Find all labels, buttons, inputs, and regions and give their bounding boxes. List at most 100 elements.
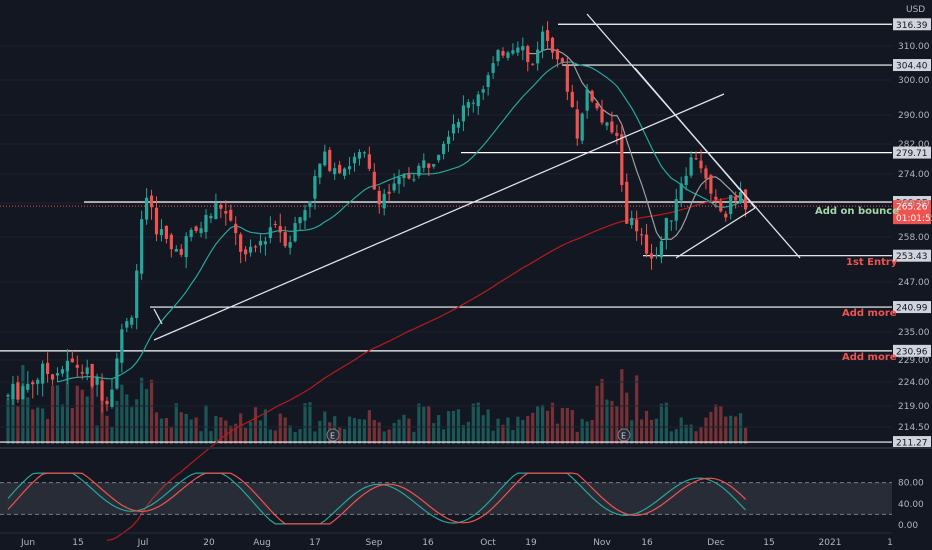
- candle-body: [422, 160, 426, 168]
- candle-body: [258, 240, 263, 246]
- candle-body: [333, 168, 337, 175]
- x-axis-tick-label: Jul: [137, 538, 149, 548]
- stochastic-panel: [0, 472, 892, 525]
- volume-bar: [694, 431, 698, 444]
- volume-bar: [709, 411, 713, 444]
- candle-body: [461, 105, 465, 122]
- volume-bar: [179, 412, 183, 444]
- candle-body: [70, 358, 74, 363]
- candle-body: [743, 189, 748, 210]
- volume-bar: [189, 419, 193, 444]
- volume-bar: [714, 404, 718, 444]
- candle-body: [600, 108, 604, 123]
- candle-body: [352, 156, 357, 164]
- candle-body: [85, 367, 89, 375]
- moving-averages: [57, 48, 746, 541]
- stoch-k-line: [7, 472, 747, 525]
- earnings-marker: E: [326, 428, 340, 442]
- volume-bar: [377, 422, 381, 444]
- candle-body: [105, 400, 109, 405]
- volume-bar: [149, 379, 154, 444]
- candle-body: [239, 234, 243, 252]
- candle-body: [491, 63, 495, 73]
- volume-bar: [442, 429, 446, 444]
- support-resistance-lines: 316.39304.40279.71266.27253.43240.99230.…: [0, 18, 932, 449]
- annotation-label: 1st Entry: [846, 257, 898, 268]
- volume-bar: [704, 417, 708, 444]
- price-axis-tick-label: 229.00: [898, 356, 930, 366]
- candle-body: [501, 50, 505, 56]
- candle-body: [115, 358, 119, 389]
- volume-bar: [65, 369, 69, 444]
- candle-body: [65, 360, 69, 372]
- x-axis-tick-label: Oct: [480, 538, 496, 548]
- volume-bar: [11, 392, 15, 444]
- candle-body: [149, 195, 154, 208]
- volume-bar: [174, 403, 178, 444]
- volume-bar: [194, 417, 198, 444]
- price-axis-tick-label: 290.00: [898, 111, 930, 121]
- candle-body: [372, 171, 376, 190]
- candle-body: [664, 217, 668, 240]
- volume-bar: [258, 420, 263, 444]
- price-level-tag-bg: [893, 146, 931, 159]
- volume-bar: [689, 424, 693, 444]
- candle-body: [392, 183, 396, 191]
- volume-bar: [476, 402, 480, 444]
- candle-body: [377, 190, 381, 205]
- candle-body: [90, 363, 94, 387]
- candle-body: [140, 219, 144, 274]
- candle-body: [328, 150, 332, 171]
- candle-body: [709, 175, 713, 194]
- candle-body: [555, 49, 560, 60]
- candle-body: [46, 362, 50, 374]
- volume-bar: [392, 422, 396, 444]
- candle-body: [565, 65, 569, 92]
- volume-bar: [184, 414, 188, 444]
- volume-bar: [75, 385, 79, 444]
- volume-bar: [234, 423, 238, 444]
- volume-bar: [565, 407, 569, 444]
- volume-bar: [724, 416, 728, 444]
- volume-bar: [16, 405, 20, 444]
- candle-body: [6, 394, 10, 397]
- trend-line: [153, 308, 163, 325]
- volume-bar: [85, 396, 89, 444]
- x-axis-tick-label: 15: [763, 538, 774, 548]
- candle-body: [739, 191, 743, 203]
- candle-body: [273, 223, 277, 225]
- price-axis-tick-label: 282.00: [898, 140, 930, 150]
- currency-label: USD: [906, 5, 925, 15]
- candle-body: [442, 143, 446, 155]
- candle-body: [318, 163, 322, 178]
- candle-body: [26, 383, 30, 390]
- candle-body: [640, 234, 644, 236]
- price-level-tag-bg: [893, 436, 931, 449]
- price-axis-tick-label: 266.00: [898, 199, 930, 209]
- candle-body: [694, 158, 698, 160]
- candle-body: [476, 94, 480, 107]
- candle-body: [120, 329, 124, 363]
- candle-body: [635, 219, 639, 232]
- candle-body: [466, 102, 470, 108]
- candle-body: [184, 236, 188, 258]
- candle-body: [417, 165, 421, 176]
- ma-medium-line: [57, 61, 746, 383]
- earnings-marker-text: E: [330, 432, 335, 441]
- volume-bar: [169, 426, 173, 444]
- candle-body: [263, 241, 267, 245]
- stoch-band: [0, 482, 892, 515]
- volume-bar: [278, 413, 282, 444]
- volume-bar: [105, 415, 109, 444]
- x-axis-tick-label: 16: [422, 538, 434, 548]
- candle-body: [397, 177, 401, 185]
- stoch-axis-tick-label: 80.00: [898, 479, 924, 489]
- trend-lines: [153, 13, 801, 341]
- candle-body: [50, 374, 55, 380]
- volume-bar: [511, 429, 515, 444]
- candle-body: [154, 207, 159, 235]
- volume-bar: [640, 419, 644, 444]
- volume-bar: [36, 407, 40, 444]
- candle-body: [382, 193, 386, 209]
